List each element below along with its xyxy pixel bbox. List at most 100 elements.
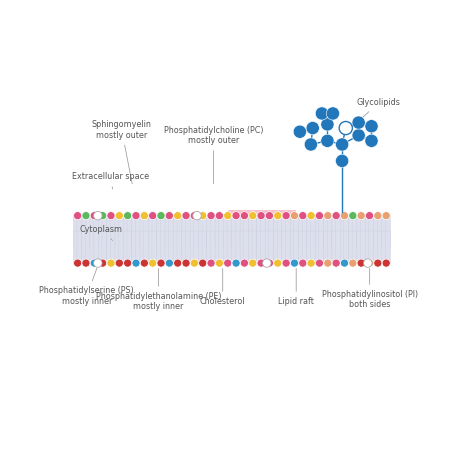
FancyBboxPatch shape bbox=[144, 231, 149, 264]
FancyBboxPatch shape bbox=[115, 215, 120, 248]
Circle shape bbox=[82, 259, 90, 267]
FancyBboxPatch shape bbox=[344, 231, 349, 264]
Circle shape bbox=[364, 259, 372, 267]
Circle shape bbox=[299, 211, 307, 219]
Circle shape bbox=[249, 259, 257, 267]
FancyBboxPatch shape bbox=[202, 231, 207, 264]
FancyBboxPatch shape bbox=[273, 215, 278, 248]
FancyBboxPatch shape bbox=[377, 231, 382, 264]
FancyBboxPatch shape bbox=[98, 231, 103, 264]
Circle shape bbox=[257, 259, 265, 267]
Text: Extracellular space: Extracellular space bbox=[72, 172, 149, 189]
FancyBboxPatch shape bbox=[236, 231, 240, 264]
FancyBboxPatch shape bbox=[152, 215, 157, 248]
Circle shape bbox=[265, 259, 273, 267]
FancyBboxPatch shape bbox=[85, 231, 90, 264]
Circle shape bbox=[382, 211, 390, 219]
Circle shape bbox=[115, 211, 123, 219]
Circle shape bbox=[93, 259, 102, 267]
FancyBboxPatch shape bbox=[152, 231, 157, 264]
FancyBboxPatch shape bbox=[140, 215, 145, 248]
FancyBboxPatch shape bbox=[177, 231, 182, 264]
Text: Cholesterol: Cholesterol bbox=[200, 268, 246, 306]
FancyBboxPatch shape bbox=[236, 215, 240, 248]
FancyBboxPatch shape bbox=[319, 231, 324, 264]
FancyBboxPatch shape bbox=[165, 231, 170, 264]
FancyBboxPatch shape bbox=[327, 215, 332, 248]
FancyBboxPatch shape bbox=[132, 231, 137, 264]
FancyBboxPatch shape bbox=[82, 215, 87, 248]
FancyBboxPatch shape bbox=[340, 215, 345, 248]
FancyBboxPatch shape bbox=[77, 215, 82, 248]
Circle shape bbox=[374, 211, 382, 219]
Circle shape bbox=[282, 259, 290, 267]
Circle shape bbox=[165, 211, 173, 219]
FancyBboxPatch shape bbox=[185, 215, 191, 248]
Circle shape bbox=[291, 259, 299, 267]
Circle shape bbox=[157, 259, 165, 267]
FancyBboxPatch shape bbox=[169, 215, 173, 248]
FancyBboxPatch shape bbox=[144, 215, 149, 248]
Circle shape bbox=[374, 259, 382, 267]
FancyBboxPatch shape bbox=[382, 231, 387, 264]
FancyBboxPatch shape bbox=[352, 215, 357, 248]
Circle shape bbox=[191, 211, 199, 219]
Circle shape bbox=[99, 211, 107, 219]
FancyBboxPatch shape bbox=[82, 231, 87, 264]
FancyBboxPatch shape bbox=[361, 231, 365, 264]
FancyBboxPatch shape bbox=[299, 215, 303, 248]
FancyBboxPatch shape bbox=[332, 215, 337, 248]
FancyBboxPatch shape bbox=[190, 215, 195, 248]
Circle shape bbox=[232, 259, 240, 267]
Circle shape bbox=[215, 259, 223, 267]
Circle shape bbox=[365, 211, 374, 219]
Circle shape bbox=[165, 259, 173, 267]
FancyBboxPatch shape bbox=[148, 215, 154, 248]
FancyBboxPatch shape bbox=[252, 215, 257, 248]
FancyBboxPatch shape bbox=[323, 215, 328, 248]
Bar bbox=[228, 210, 296, 264]
FancyBboxPatch shape bbox=[265, 231, 270, 264]
FancyBboxPatch shape bbox=[94, 231, 99, 264]
FancyBboxPatch shape bbox=[190, 231, 195, 264]
Circle shape bbox=[182, 259, 190, 267]
Circle shape bbox=[199, 259, 207, 267]
Circle shape bbox=[326, 107, 339, 120]
FancyBboxPatch shape bbox=[290, 231, 295, 264]
FancyBboxPatch shape bbox=[94, 215, 99, 248]
FancyBboxPatch shape bbox=[260, 231, 265, 264]
FancyBboxPatch shape bbox=[265, 215, 270, 248]
FancyBboxPatch shape bbox=[277, 231, 282, 264]
FancyBboxPatch shape bbox=[90, 231, 95, 264]
Circle shape bbox=[315, 211, 324, 219]
Circle shape bbox=[340, 211, 348, 219]
Circle shape bbox=[265, 211, 273, 219]
FancyBboxPatch shape bbox=[310, 215, 315, 248]
Circle shape bbox=[304, 138, 318, 151]
FancyBboxPatch shape bbox=[165, 215, 170, 248]
FancyBboxPatch shape bbox=[232, 231, 237, 264]
Circle shape bbox=[307, 211, 315, 219]
FancyBboxPatch shape bbox=[285, 215, 291, 248]
Circle shape bbox=[207, 211, 215, 219]
FancyBboxPatch shape bbox=[285, 231, 291, 264]
FancyBboxPatch shape bbox=[98, 215, 103, 248]
FancyBboxPatch shape bbox=[336, 215, 340, 248]
FancyBboxPatch shape bbox=[140, 231, 145, 264]
FancyBboxPatch shape bbox=[102, 215, 107, 248]
FancyBboxPatch shape bbox=[227, 215, 232, 248]
FancyBboxPatch shape bbox=[340, 231, 345, 264]
FancyBboxPatch shape bbox=[294, 215, 299, 248]
FancyBboxPatch shape bbox=[260, 215, 265, 248]
FancyBboxPatch shape bbox=[244, 215, 249, 248]
Circle shape bbox=[357, 259, 365, 267]
FancyBboxPatch shape bbox=[207, 231, 212, 264]
Circle shape bbox=[240, 211, 248, 219]
FancyBboxPatch shape bbox=[219, 231, 224, 264]
FancyBboxPatch shape bbox=[118, 215, 124, 248]
FancyBboxPatch shape bbox=[199, 231, 203, 264]
FancyBboxPatch shape bbox=[115, 231, 120, 264]
FancyBboxPatch shape bbox=[315, 215, 320, 248]
Circle shape bbox=[365, 259, 374, 267]
FancyBboxPatch shape bbox=[382, 215, 387, 248]
